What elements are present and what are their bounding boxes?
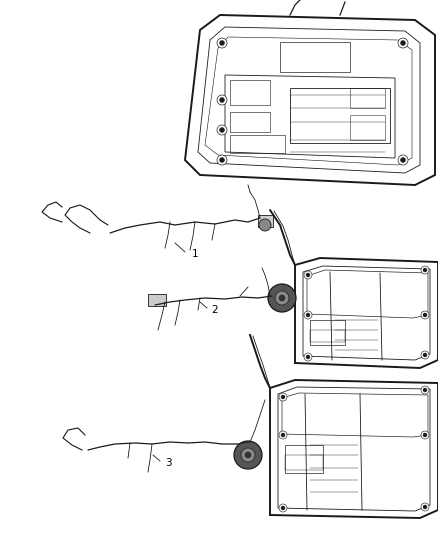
Bar (280, 42, 350, 72)
Circle shape (217, 125, 227, 135)
Circle shape (423, 268, 427, 272)
Circle shape (279, 295, 285, 301)
Bar (350, 88, 385, 108)
Bar (310, 320, 345, 345)
Bar (310, 330, 345, 342)
Circle shape (217, 155, 227, 165)
Circle shape (421, 431, 429, 439)
Circle shape (275, 291, 289, 305)
Bar (350, 115, 385, 140)
Circle shape (421, 503, 429, 511)
Circle shape (281, 433, 285, 437)
Circle shape (423, 433, 427, 437)
Circle shape (304, 353, 312, 361)
Circle shape (421, 311, 429, 319)
Circle shape (304, 271, 312, 279)
Circle shape (423, 388, 427, 392)
Circle shape (245, 452, 251, 458)
Circle shape (219, 157, 225, 163)
Circle shape (279, 504, 287, 512)
Circle shape (400, 41, 406, 45)
Bar (230, 80, 270, 105)
Circle shape (304, 311, 312, 319)
Circle shape (306, 355, 310, 359)
Bar (290, 88, 390, 143)
Circle shape (281, 395, 285, 399)
Circle shape (423, 505, 427, 509)
Bar (285, 455, 323, 470)
Circle shape (421, 386, 429, 394)
Circle shape (400, 157, 406, 163)
Text: 3: 3 (165, 458, 171, 468)
Circle shape (268, 284, 296, 312)
Circle shape (306, 313, 310, 317)
Circle shape (423, 353, 427, 357)
Circle shape (241, 448, 255, 462)
Circle shape (279, 393, 287, 401)
Circle shape (217, 95, 227, 105)
Text: 2: 2 (212, 305, 218, 315)
Circle shape (398, 38, 408, 48)
Circle shape (421, 351, 429, 359)
Circle shape (219, 127, 225, 133)
Circle shape (306, 273, 310, 277)
Circle shape (279, 431, 287, 439)
Bar (148, 294, 166, 306)
Circle shape (217, 38, 227, 48)
Bar (285, 445, 323, 473)
Text: 1: 1 (192, 249, 198, 259)
Circle shape (281, 506, 285, 510)
Circle shape (423, 313, 427, 317)
Circle shape (398, 155, 408, 165)
Circle shape (234, 441, 262, 469)
Bar (230, 135, 285, 153)
Circle shape (219, 41, 225, 45)
Circle shape (421, 266, 429, 274)
Circle shape (259, 219, 271, 231)
Circle shape (219, 98, 225, 102)
Bar (258, 215, 273, 227)
Bar (230, 112, 270, 132)
